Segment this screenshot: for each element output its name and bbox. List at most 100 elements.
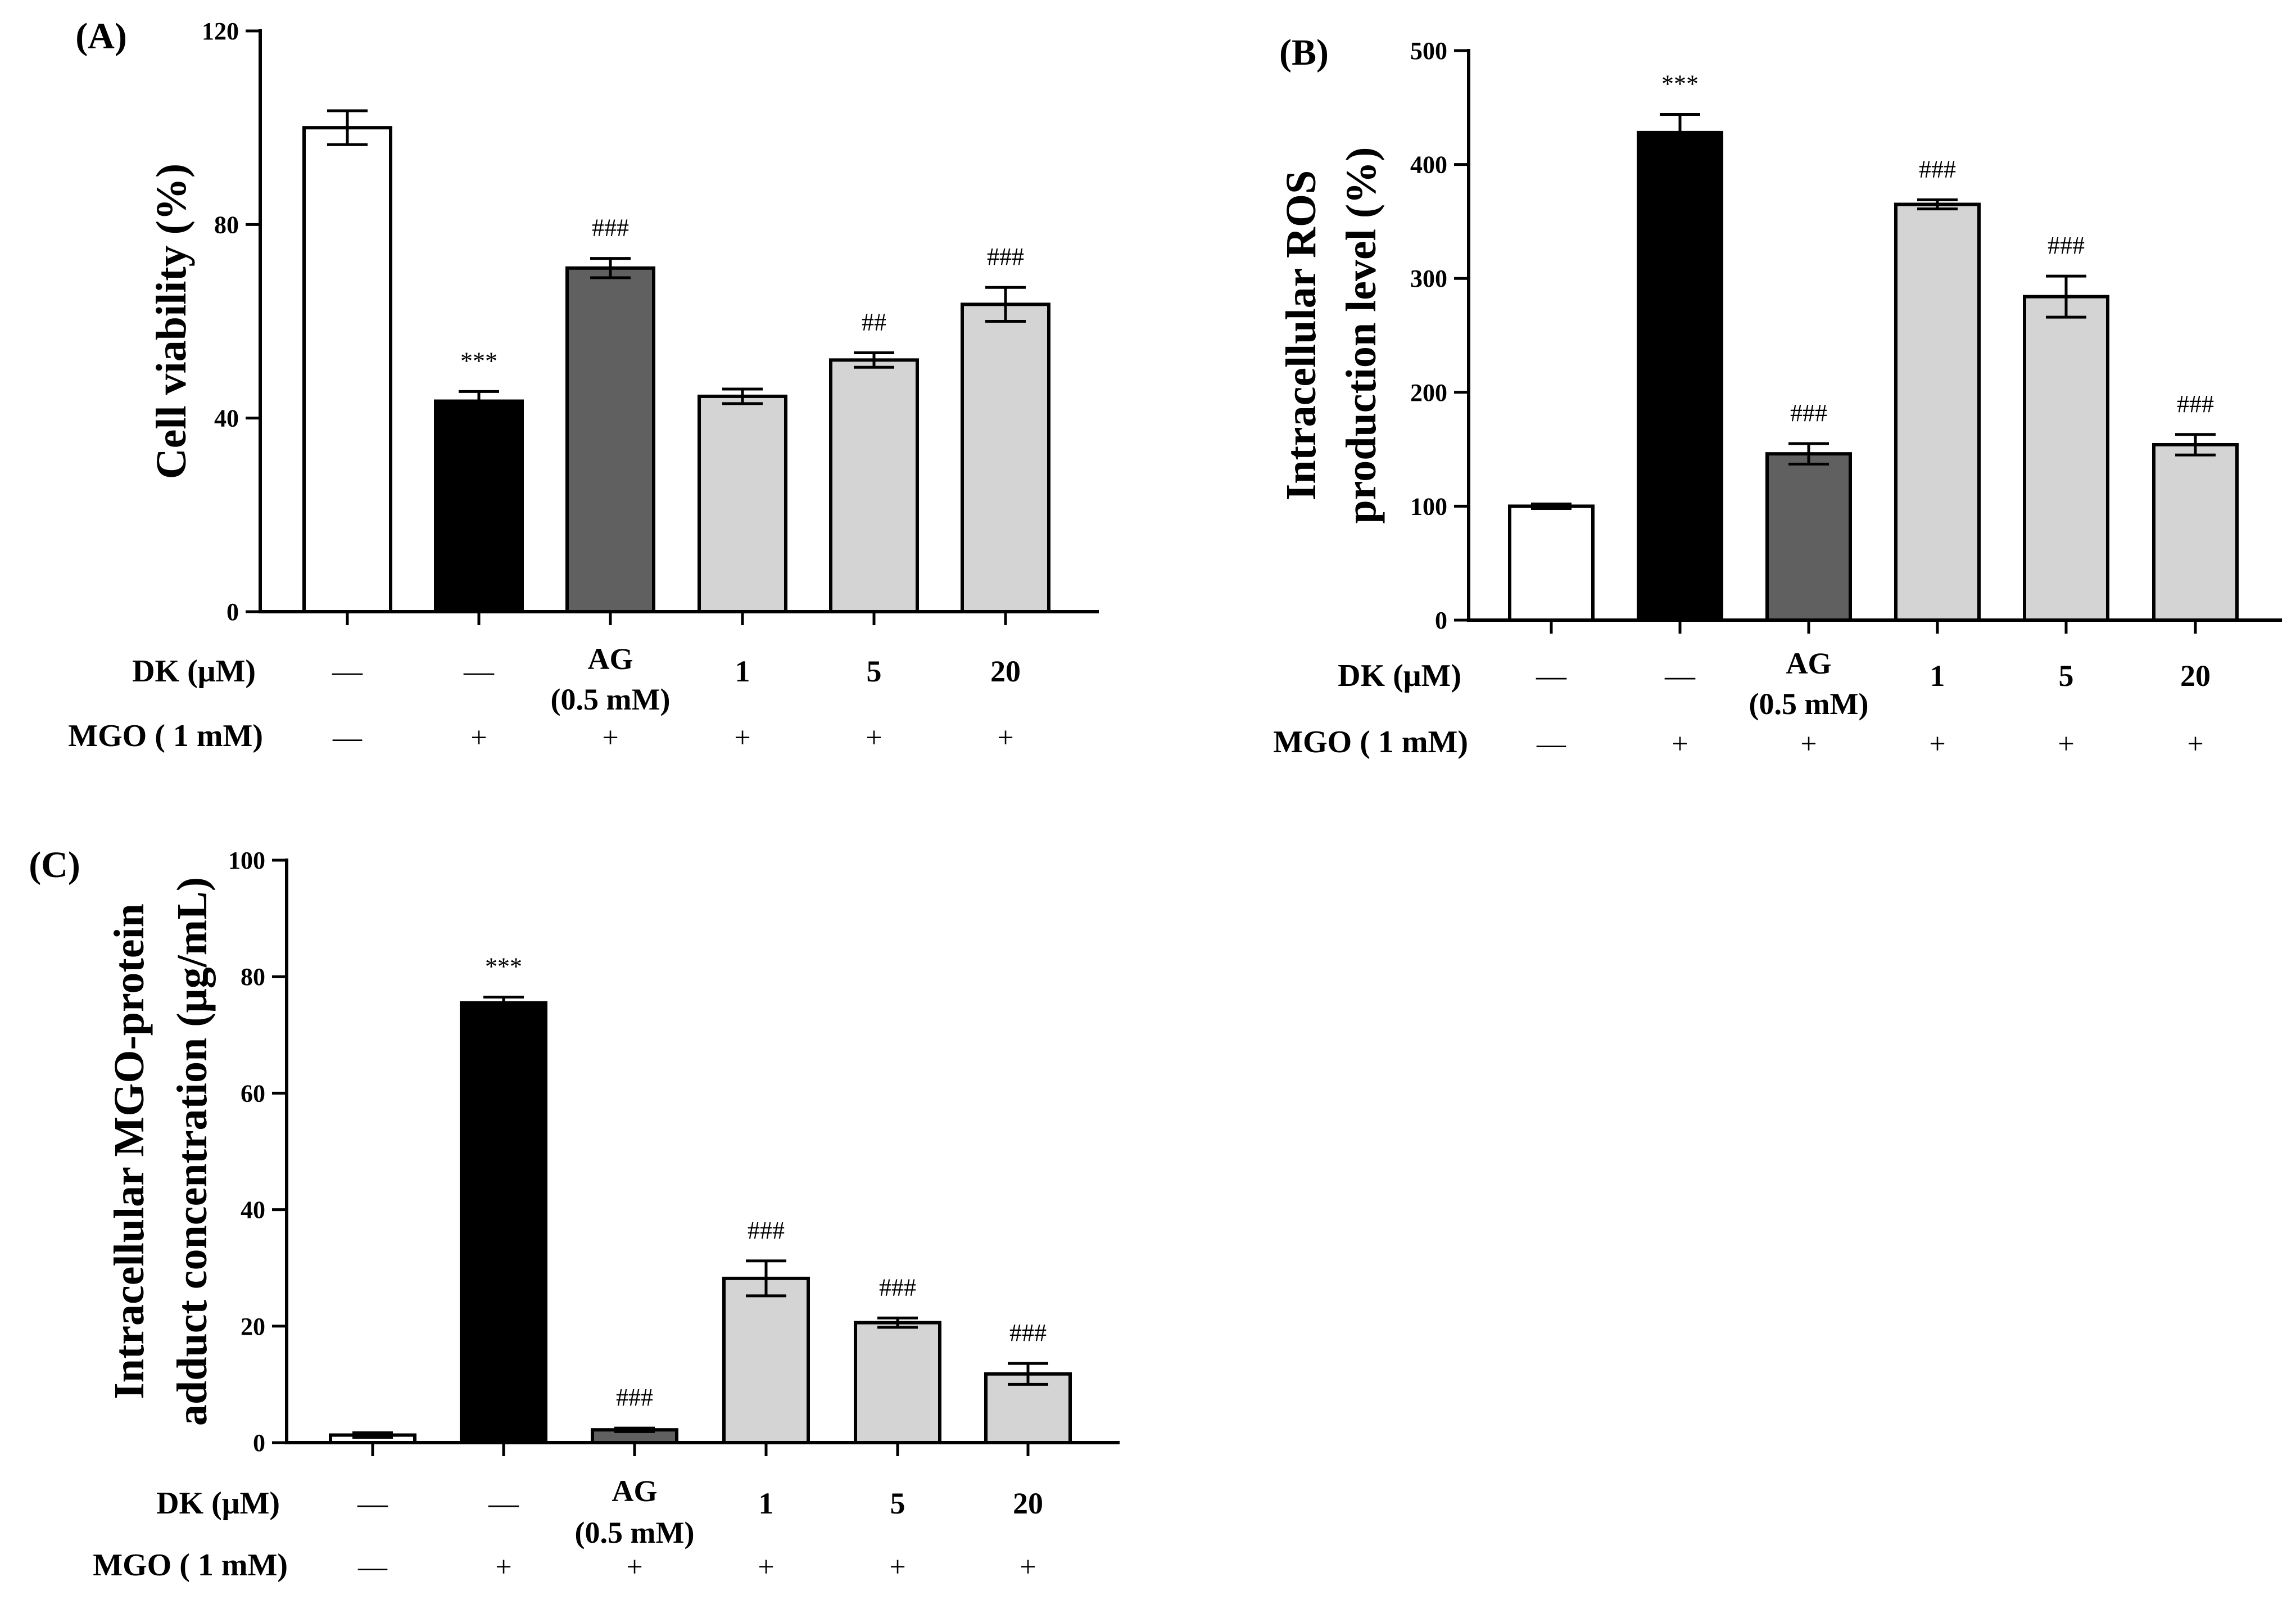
bar xyxy=(460,1001,547,1444)
y-axis-label: Intracellular ROS xyxy=(1278,170,1325,501)
significance-label: ## xyxy=(862,308,886,336)
y-tick-label: 400 xyxy=(1410,151,1447,179)
significance-label: ### xyxy=(987,243,1024,270)
mgo-row-cell: — xyxy=(357,1551,388,1583)
bar xyxy=(2023,295,2109,622)
dk-row-cell: (0.5 mM) xyxy=(575,1516,695,1549)
mgo-row-cell: + xyxy=(2187,728,2203,760)
dk-row-cell: AG xyxy=(588,642,633,676)
dk-row-cell: — xyxy=(1664,659,1696,693)
bar xyxy=(698,394,787,613)
dk-row-cell: 1 xyxy=(759,1486,774,1520)
mgo-row-cell: + xyxy=(1020,1551,1036,1583)
y-tick-label: 0 xyxy=(227,598,239,626)
mgo-row-label: MGO ( 1 mM) xyxy=(93,1548,288,1583)
y-tick-label: 200 xyxy=(1410,379,1447,406)
mgo-row-cell: + xyxy=(734,722,750,754)
mgo-row-cell: + xyxy=(470,722,487,754)
bar xyxy=(722,1276,810,1444)
dk-row-cell: — xyxy=(332,654,363,688)
bar xyxy=(961,302,1050,613)
dk-row-cell: 5 xyxy=(867,654,882,688)
bar xyxy=(1508,504,1595,622)
dk-row-cell: 20 xyxy=(2180,659,2211,693)
mgo-row-cell: — xyxy=(1536,728,1566,760)
y-tick-label: 40 xyxy=(214,405,239,432)
bar xyxy=(1894,202,1981,622)
dk-row-cell: 20 xyxy=(990,654,1021,688)
y-axis-label: Cell viability (%) xyxy=(148,164,195,480)
mgo-row-cell: + xyxy=(1800,728,1817,760)
dk-row-cell: 5 xyxy=(890,1486,905,1520)
mgo-row-cell: + xyxy=(1672,728,1688,760)
mgo-row-cell: + xyxy=(866,722,882,754)
significance-label: ### xyxy=(748,1217,785,1244)
y-tick-label: 100 xyxy=(228,847,265,874)
mgo-row-cell: + xyxy=(997,722,1013,754)
y-tick-label: 100 xyxy=(1410,493,1447,520)
significance-label: *** xyxy=(485,952,522,980)
panel-label: (A) xyxy=(75,16,127,57)
dk-row-cell: — xyxy=(1536,659,1567,693)
dk-row-cell: — xyxy=(488,1486,519,1520)
y-tick-label: 20 xyxy=(241,1313,265,1340)
dk-row-label: DK (μM) xyxy=(1338,658,1461,693)
dk-row-label: DK (μM) xyxy=(156,1486,280,1521)
bar xyxy=(302,126,392,613)
y-tick-label: 60 xyxy=(241,1079,265,1107)
mgo-row-cell: + xyxy=(889,1551,905,1583)
y-tick-label: 300 xyxy=(1410,265,1447,292)
significance-label: ### xyxy=(1790,399,1827,427)
significance-label: ### xyxy=(1919,155,1956,183)
dk-row-cell: — xyxy=(357,1486,388,1520)
y-tick-label: 80 xyxy=(214,211,239,238)
dk-row-cell: AG xyxy=(612,1474,658,1508)
bar xyxy=(854,1321,941,1444)
y-tick-label: 120 xyxy=(202,17,239,45)
dk-row-cell: (0.5 mM) xyxy=(551,683,671,716)
bar xyxy=(434,399,524,613)
bar xyxy=(829,358,919,613)
significance-label: ### xyxy=(2048,232,2085,259)
significance-label: ### xyxy=(2177,390,2214,418)
panel-label: (C) xyxy=(29,844,80,885)
dk-row-cell: 1 xyxy=(735,654,750,688)
y-tick-label: 40 xyxy=(241,1196,265,1224)
dk-row-cell: — xyxy=(463,654,495,688)
y-tick-label: 500 xyxy=(1410,37,1447,65)
chart-panel-c: (C) Intracellular MGO-protein adduct conce… xyxy=(29,844,1120,1583)
bar xyxy=(565,266,655,613)
y-axis-label: production level (%) xyxy=(1338,147,1385,524)
y-tick-label: 80 xyxy=(241,963,265,991)
y-axis-label: adduct concentration (μg/mL) xyxy=(169,877,216,1426)
significance-label: ### xyxy=(616,1384,653,1411)
mgo-row-label: MGO ( 1 mM) xyxy=(1273,725,1468,760)
y-tick-label: 0 xyxy=(253,1429,265,1457)
bar xyxy=(1765,452,1852,622)
dk-row-label: DK (μM) xyxy=(132,654,256,689)
mgo-row-cell: + xyxy=(602,722,618,754)
dk-row-cell: AG xyxy=(1786,647,1832,680)
mgo-row-cell: + xyxy=(2058,728,2074,760)
mgo-row-cell: + xyxy=(758,1551,774,1583)
mgo-row-label: MGO ( 1 mM) xyxy=(68,719,263,753)
mgo-row-cell: + xyxy=(626,1551,642,1583)
dk-row-cell: 20 xyxy=(1013,1486,1043,1520)
significance-label: *** xyxy=(1661,70,1699,97)
significance-label: ### xyxy=(592,214,629,242)
bar xyxy=(1637,130,1723,622)
significance-label: ### xyxy=(1009,1319,1047,1347)
dk-row-cell: (0.5 mM) xyxy=(1749,687,1869,721)
mgo-row-cell: + xyxy=(1929,728,1945,760)
significance-label: *** xyxy=(460,347,497,374)
mgo-row-cell: + xyxy=(495,1551,511,1583)
chart-panel-b: (B) Intracellular ROS production level (%)… xyxy=(1273,32,2282,760)
bar xyxy=(2152,442,2239,622)
significance-label: ### xyxy=(879,1273,916,1301)
y-tick-label: 0 xyxy=(1435,607,1447,634)
dk-row-cell: 5 xyxy=(2059,659,2074,693)
mgo-row-cell: — xyxy=(332,722,363,754)
chart-panel-a: (A)Cell viability (%) ***########04080120… xyxy=(68,16,1099,754)
panel-label: (B) xyxy=(1279,32,1329,73)
